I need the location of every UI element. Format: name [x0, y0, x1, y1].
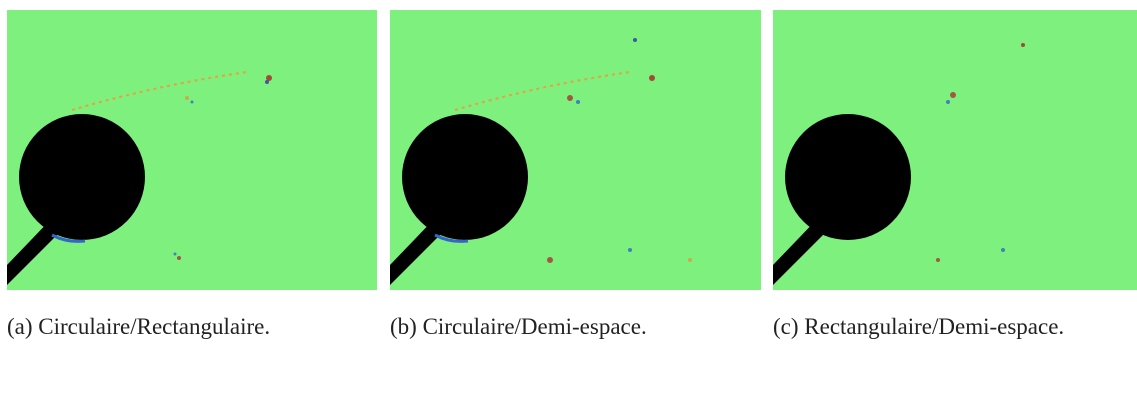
caption: (b) Circulaire/Demi-espace. — [390, 314, 647, 339]
caption: (a) Circulaire/Rectangulaire. — [7, 314, 271, 339]
image-panel — [7, 10, 377, 290]
caption: (c) Rectangulaire/Demi-espace. — [773, 314, 1065, 339]
image-panel — [773, 10, 1137, 290]
image-panel — [390, 10, 761, 290]
